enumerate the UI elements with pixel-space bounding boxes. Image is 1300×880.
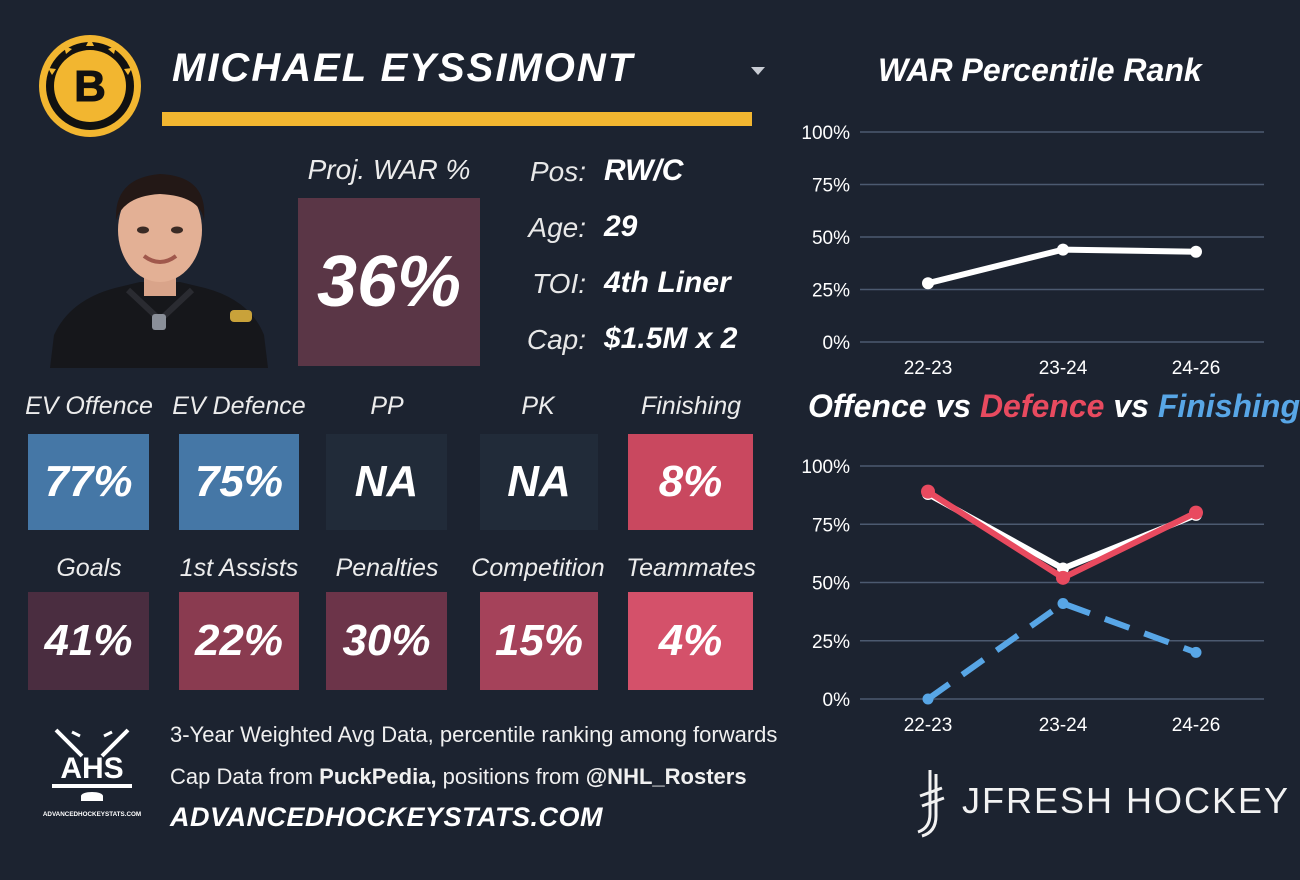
ahs-logo: AHS ADVANCEDHOCKEYSTATS.COM xyxy=(43,728,141,818)
footer-credits: Cap Data from PuckPedia, positions from … xyxy=(170,764,747,790)
proj-war-value: 36% xyxy=(316,242,462,322)
ev-defence-label: EV Defence xyxy=(172,392,306,420)
components-chart: 0% 25% 50% 75% 100% 22-23 23-24 24-26 xyxy=(801,457,1264,736)
y-tick-label: 75% xyxy=(812,176,850,197)
name-underline xyxy=(162,112,752,126)
ev-offence-value: 77% xyxy=(44,457,133,506)
y-tick-label: 50% xyxy=(812,228,850,249)
teammates-tile: 4% xyxy=(628,592,753,690)
age-value: 29 xyxy=(604,210,638,243)
cap-label: Cap: xyxy=(526,324,586,355)
y-tick-label: 0% xyxy=(823,690,851,711)
penalties-label: Penalties xyxy=(335,554,439,582)
first-assists-label: 1st Assists xyxy=(179,554,299,582)
credits-prefix: Cap Data from xyxy=(170,764,320,789)
player-name: MICHAEL EYSSIMONT xyxy=(172,46,635,90)
competition-tile: 15% xyxy=(480,592,598,690)
credits-mid: positions from xyxy=(436,764,586,789)
pk-tile: NA xyxy=(480,434,598,530)
proj-war-label: Proj. WAR % xyxy=(307,154,471,185)
components-chart-title: Offence vs Defence vs Finishing xyxy=(808,388,1300,425)
y-tick-label: 100% xyxy=(801,123,850,144)
title-defence: Defence xyxy=(979,388,1105,424)
pp-value: NA xyxy=(354,457,419,506)
player-photo xyxy=(50,174,268,368)
x-tick-label: 24-26 xyxy=(1172,358,1221,379)
data-point xyxy=(922,277,934,290)
finishing-tile: 8% xyxy=(628,434,753,530)
competition-label: Competition xyxy=(471,554,605,582)
goals-label: Goals xyxy=(56,554,122,582)
data-point xyxy=(922,693,934,705)
toi-value: 4th Liner xyxy=(604,266,731,299)
finishing-label: Finishing xyxy=(640,392,742,420)
footer-data-note: 3-Year Weighted Avg Data, percentile ran… xyxy=(170,722,778,747)
x-tick-label: 22-23 xyxy=(904,715,953,736)
x-tick-label: 22-23 xyxy=(904,358,953,379)
team-logo-text: B xyxy=(74,62,106,111)
pp-tile: NA xyxy=(326,434,447,530)
toi-label: TOI: xyxy=(532,268,586,299)
penalties-value: 30% xyxy=(342,616,431,665)
competition-value: 15% xyxy=(494,616,584,665)
site-url-link[interactable]: ADVANCEDHOCKEYSTATS.COM xyxy=(170,802,604,832)
data-point xyxy=(1189,505,1203,520)
series-line-finishing xyxy=(926,600,1198,702)
nhl-rosters-link[interactable]: @NHL_Rosters xyxy=(585,764,747,789)
first-assists-value: 22% xyxy=(194,616,284,665)
x-tick-label: 23-24 xyxy=(1039,358,1088,379)
y-tick-label: 0% xyxy=(823,333,851,354)
x-tick-label: 24-26 xyxy=(1172,715,1221,736)
ahs-logo-text: AHS xyxy=(60,752,123,785)
goals-tile: 41% xyxy=(28,592,149,690)
finishing-value: 8% xyxy=(658,457,723,506)
age-label: Age: xyxy=(528,212,586,243)
chevron-down-icon[interactable] xyxy=(750,66,766,76)
proj-war-tile: 36% xyxy=(298,198,480,366)
data-point xyxy=(1057,243,1069,256)
pos-label: Pos: xyxy=(529,156,586,187)
penalties-tile: 30% xyxy=(326,592,447,690)
title-vs-2: vs xyxy=(1104,388,1158,424)
ev-defence-value: 75% xyxy=(194,457,284,506)
goals-value: 41% xyxy=(44,616,133,665)
pk-value: NA xyxy=(507,457,571,506)
title-vs-1: vs xyxy=(926,388,980,424)
y-tick-label: 25% xyxy=(812,281,850,302)
title-offence: Offence xyxy=(808,388,927,424)
x-tick-label: 23-24 xyxy=(1039,715,1088,736)
y-tick-label: 100% xyxy=(801,457,850,478)
y-tick-label: 75% xyxy=(812,515,850,536)
ev-offence-tile: 77% xyxy=(28,434,149,530)
data-point xyxy=(1190,646,1202,658)
teammates-value: 4% xyxy=(658,616,723,665)
ev-offence-label: EV Offence xyxy=(25,392,153,420)
pos-value: RW/C xyxy=(604,154,684,187)
puckpedia-link[interactable]: PuckPedia, xyxy=(319,764,437,789)
y-tick-label: 25% xyxy=(812,632,850,653)
data-point xyxy=(1056,570,1070,585)
title-finishing: Finishing xyxy=(1157,388,1300,424)
jfresh-brand: JFRESH HOCKEY xyxy=(962,780,1291,821)
data-point xyxy=(1190,245,1202,258)
y-tick-label: 50% xyxy=(812,574,850,595)
jfresh-logo-icon xyxy=(917,770,945,838)
ev-defence-tile: 75% xyxy=(179,434,299,530)
war-chart-title: WAR Percentile Rank xyxy=(878,52,1202,88)
war-percentile-chart: 0% 25% 50% 75% 100% 22-23 23-24 24-26 xyxy=(801,123,1264,379)
teammates-label: Teammates xyxy=(626,554,756,582)
pp-label: PP xyxy=(370,392,404,420)
data-point xyxy=(921,484,935,499)
pk-label: PK xyxy=(521,392,555,420)
first-assists-tile: 22% xyxy=(179,592,299,690)
data-point xyxy=(1057,597,1069,609)
ahs-logo-subtext: ADVANCEDHOCKEYSTATS.COM xyxy=(43,811,141,818)
team-logo: B xyxy=(39,35,141,137)
cap-value: $1.5M x 2 xyxy=(604,322,738,355)
